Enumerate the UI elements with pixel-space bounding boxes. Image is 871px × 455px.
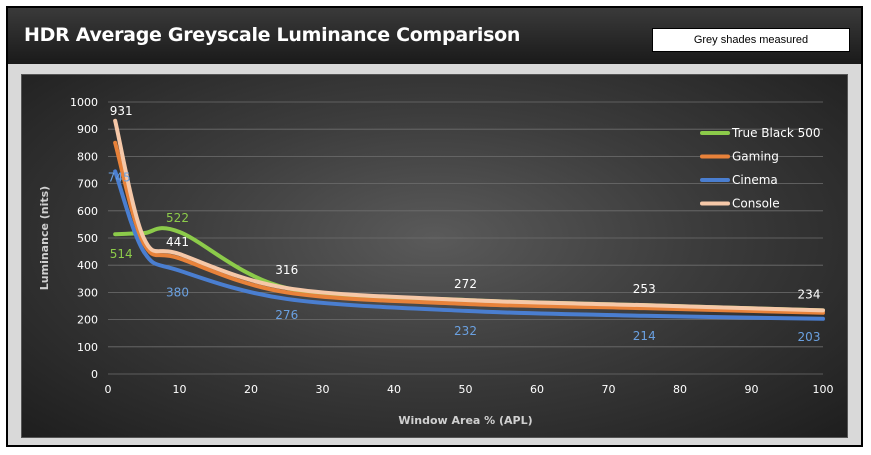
- data-label: 380: [166, 286, 189, 300]
- chart-header: HDR Average Greyscale Luminance Comparis…: [8, 8, 861, 64]
- legend-entry-true-black-500: True Black 500: [731, 126, 821, 140]
- legend-entry-gaming: Gaming: [732, 150, 779, 164]
- x-axis-label: Window Area % (APL): [398, 414, 532, 427]
- line-chart: 0 100 200 300 400 500 600 700 800 900 1000 0 10 20 30 4…: [38, 96, 834, 427]
- x-tick-label: 60: [530, 383, 544, 396]
- data-label: 931: [110, 104, 133, 118]
- y-tick-label: 800: [77, 150, 98, 163]
- x-tick-label: 10: [173, 383, 187, 396]
- y-tick-label: 1000: [70, 96, 98, 109]
- y-tick-label: 600: [77, 205, 98, 218]
- legend-entry-cinema: Cinema: [732, 173, 778, 187]
- legend-entry-console: Console: [732, 197, 780, 211]
- x-tick-label: 0: [105, 383, 112, 396]
- data-label: 514: [110, 247, 133, 261]
- x-tick-label: 40: [387, 383, 401, 396]
- y-tick-label: 0: [91, 368, 98, 381]
- chart-title: HDR Average Greyscale Luminance Comparis…: [24, 24, 521, 46]
- y-tick-label: 700: [77, 178, 98, 191]
- x-tick-label: 50: [459, 383, 473, 396]
- y-tick-label: 100: [77, 341, 98, 354]
- y-tick-label: 500: [77, 232, 98, 245]
- data-label: 441: [166, 235, 189, 249]
- y-tick-label: 900: [77, 123, 98, 136]
- data-label: 214: [633, 329, 656, 343]
- x-tick-label: 70: [602, 383, 616, 396]
- y-tick-label: 400: [77, 259, 98, 272]
- series-line-console: [113, 118, 825, 313]
- plot-panel: 0 100 200 300 400 500 600 700 800 900 1000 0 10 20 30 4…: [21, 74, 848, 438]
- x-tick-label: 90: [745, 383, 759, 396]
- chart-frame: HDR Average Greyscale Luminance Comparis…: [6, 6, 863, 447]
- series-line-cinema: [113, 169, 825, 321]
- data-label: 276: [275, 308, 298, 322]
- data-label: 253: [633, 282, 656, 296]
- y-tick-label: 300: [77, 286, 98, 299]
- data-label: 203: [798, 330, 821, 344]
- data-label: 316: [275, 263, 298, 277]
- data-label: 522: [166, 211, 189, 225]
- grey-shades-box: Grey shades measured: [652, 28, 850, 52]
- x-tick-label: 80: [673, 383, 687, 396]
- data-label: 234: [798, 287, 821, 301]
- x-tick-label: 100: [813, 383, 834, 396]
- x-tick-label: 20: [244, 383, 258, 396]
- data-label: 745: [108, 170, 131, 184]
- y-axis-label: Luminance (nits): [38, 186, 51, 290]
- series-line-gaming: [113, 140, 825, 315]
- x-tick-label: 30: [316, 383, 330, 396]
- data-label: 272: [454, 277, 477, 291]
- y-tick-label: 200: [77, 314, 98, 327]
- data-label: 232: [454, 324, 477, 338]
